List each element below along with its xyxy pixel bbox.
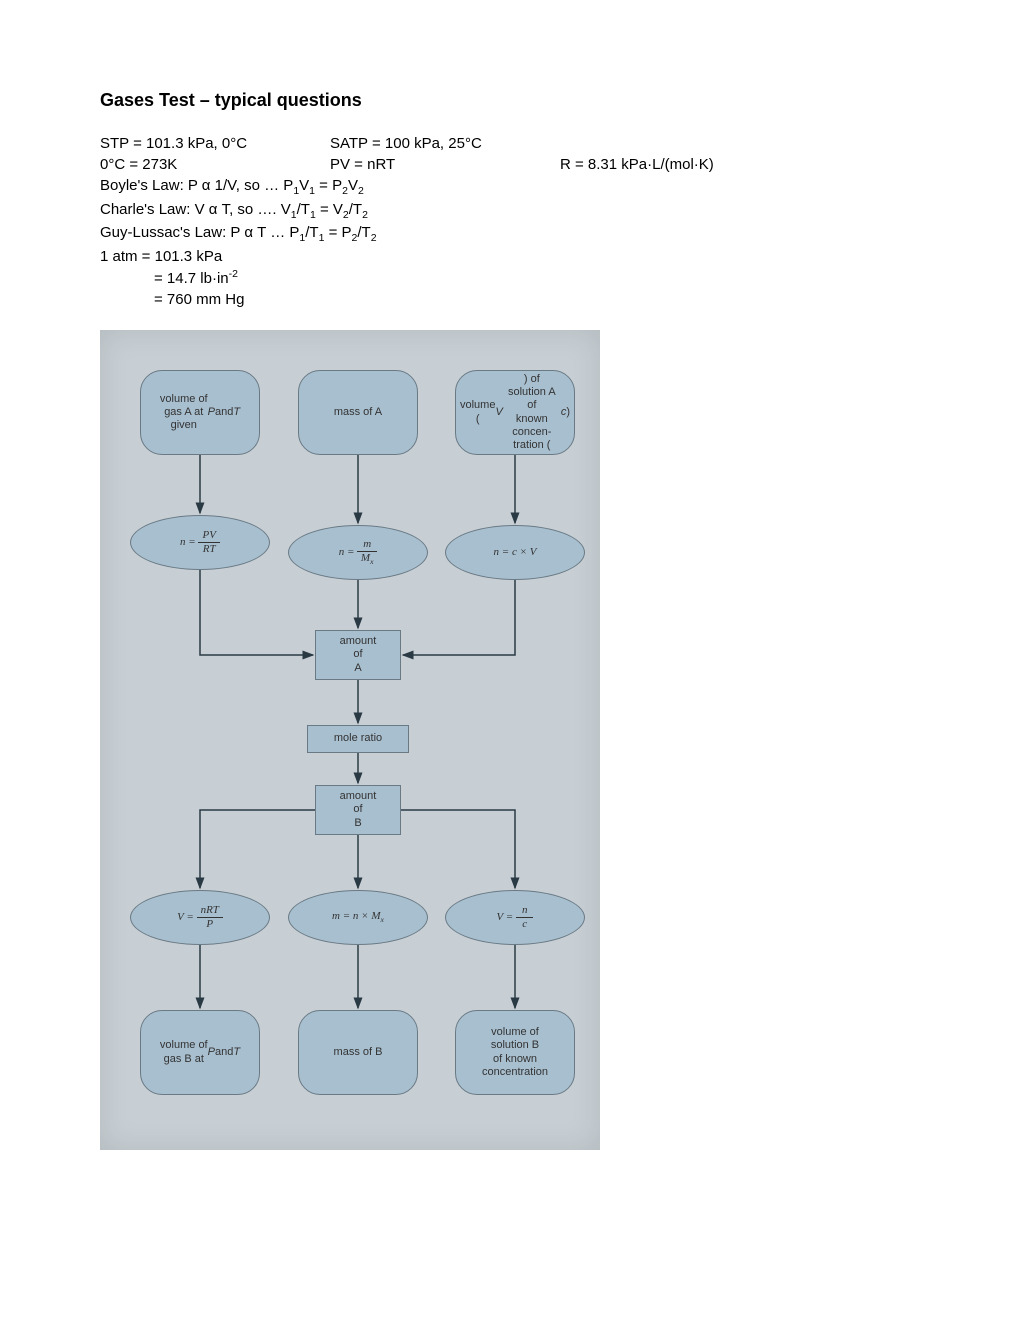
flowchart-node-f_right: n = c × V (445, 525, 585, 580)
stp-label: STP = 101.3 kPa, 0°C (100, 133, 330, 154)
charle-law: Charle's Law: V α T, so …. V1/T1 = V2/T2 (100, 199, 920, 223)
ideal-gas-label: PV = nRT (330, 154, 560, 175)
page-title: Gases Test – typical questions (100, 90, 920, 111)
flowchart-node-top_mid: mass of A (298, 370, 418, 455)
flowchart-node-f_mid: n = mMx (288, 525, 428, 580)
boyle-law: Boyle's Law: P α 1/V, so … P1V1 = P2V2 (100, 175, 920, 199)
atm-line2: = 14.7 lb·in-2 (100, 267, 920, 289)
guy-lussac-law: Guy-Lussac's Law: P α T … P1/T1 = P2/T2 (100, 222, 920, 246)
reference-block: STP = 101.3 kPa, 0°C SATP = 100 kPa, 25°… (100, 133, 920, 310)
flowchart-node-bot_mid: mass of B (298, 1010, 418, 1095)
atm-line3: = 760 mm Hg (100, 289, 920, 310)
flowchart-node-g_mid: m = n × Mx (288, 890, 428, 945)
flowchart-node-bot_left: volume ofgas B atP and T (140, 1010, 260, 1095)
satp-label: SATP = 100 kPa, 25°C (330, 133, 560, 154)
zero-c-label: 0°C = 273K (100, 154, 330, 175)
flowchart-node-top_right: volume (V) ofsolution A ofknown concen-t… (455, 370, 575, 455)
r-constant-label: R = 8.31 kPa·L/(mol·K) (560, 154, 920, 175)
flowchart-node-mole_ratio: mole ratio (307, 725, 409, 753)
flowchart-node-amount_b: amountofB (315, 785, 401, 835)
flowchart-node-g_left: V = nRTP (130, 890, 270, 945)
flowchart-node-amount_a: amountofA (315, 630, 401, 680)
flowchart-node-f_left: n = PVRT (130, 515, 270, 570)
flowchart-node-top_left: volume ofgas A atgivenP and T (140, 370, 260, 455)
atm-line1: 1 atm = 101.3 kPa (100, 246, 920, 267)
flowchart-node-g_right: V = nc (445, 890, 585, 945)
stoichiometry-flowchart: volume ofgas A atgivenP and T mass of A vo… (100, 330, 600, 1150)
flowchart-node-bot_right: volume ofsolution Bof knownconcentration (455, 1010, 575, 1095)
